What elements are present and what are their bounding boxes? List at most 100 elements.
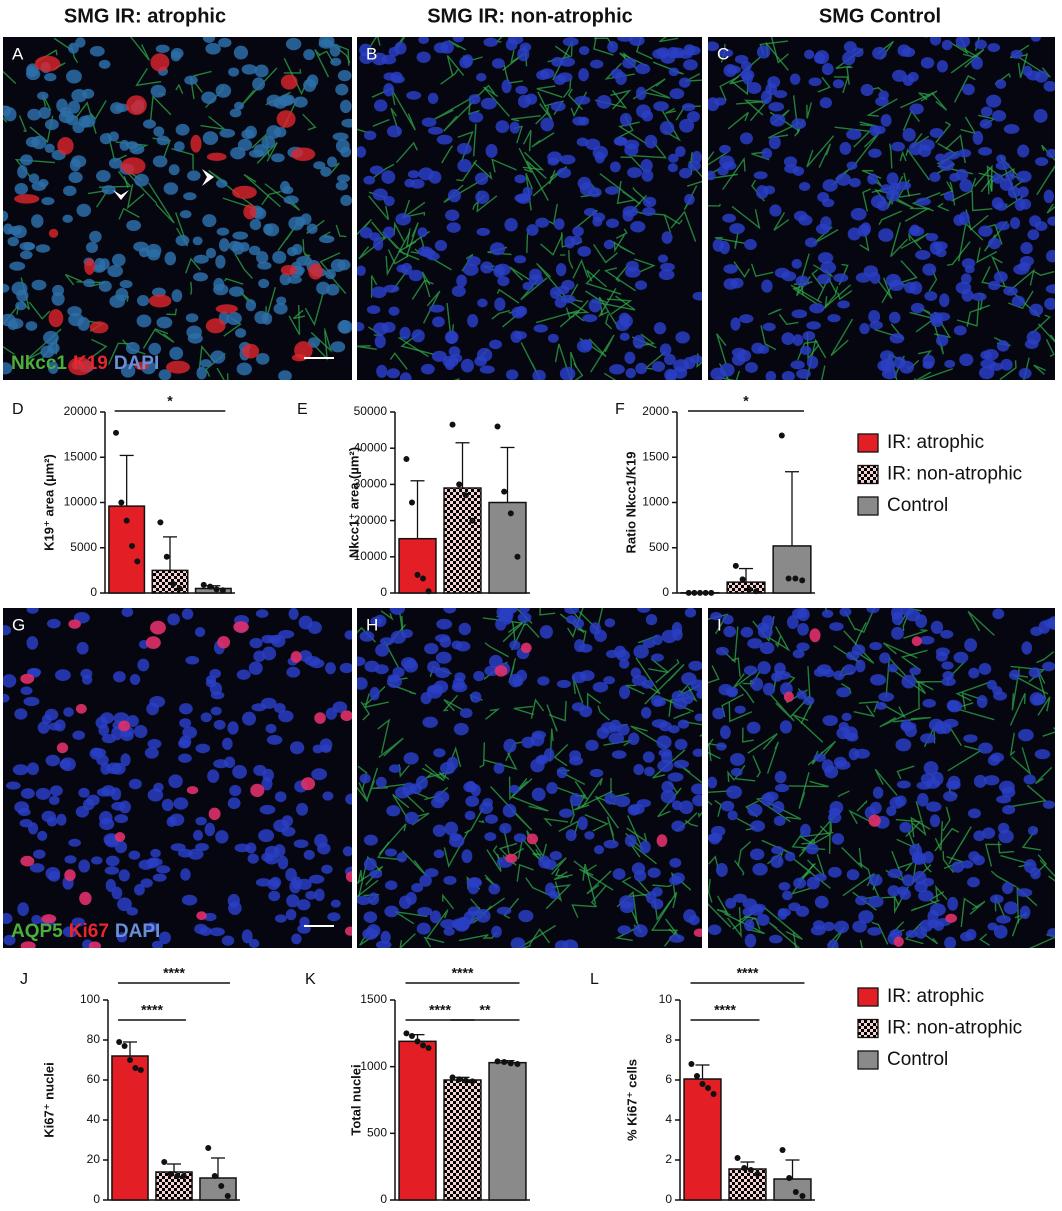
membrane — [615, 228, 628, 239]
nucleus — [359, 773, 371, 784]
nucleus — [146, 922, 158, 933]
nucleus — [105, 855, 120, 867]
arrowhead — [202, 169, 214, 186]
nucleus — [203, 912, 217, 922]
k19-signal — [242, 343, 260, 359]
data-point — [408, 1033, 415, 1039]
membrane — [421, 271, 431, 298]
nucleus — [681, 103, 696, 112]
y-tick-label: 40000 — [354, 440, 388, 454]
nucleus — [517, 612, 532, 623]
nucleus — [715, 646, 729, 656]
y-tick-label: 6 — [665, 1072, 672, 1086]
k19-signal — [120, 157, 146, 175]
nucleus — [462, 263, 479, 276]
nucleus — [528, 274, 544, 286]
nucleus — [488, 654, 503, 669]
nucleus — [296, 802, 309, 816]
nucleus — [319, 234, 335, 244]
membrane — [806, 102, 813, 119]
membrane — [606, 816, 616, 844]
ki67-nucleus — [290, 650, 302, 663]
nucleus — [56, 813, 67, 826]
nucleus — [719, 363, 735, 377]
nucleus — [772, 801, 785, 814]
nucleus — [33, 849, 46, 859]
membrane — [920, 931, 939, 945]
nucleus — [742, 907, 754, 917]
nucleus — [740, 626, 754, 638]
nucleus — [730, 767, 743, 777]
nucleus — [31, 914, 42, 925]
nucleus — [791, 309, 808, 319]
membrane — [582, 863, 597, 905]
ki67-nucleus — [520, 642, 532, 654]
nucleus — [213, 759, 229, 769]
nucleus — [451, 285, 466, 297]
nucleus — [869, 641, 883, 651]
nucleus — [875, 701, 887, 710]
data-point — [753, 588, 760, 595]
membrane — [913, 378, 916, 380]
membrane — [837, 790, 850, 798]
membrane — [899, 150, 907, 162]
nucleus — [744, 933, 757, 948]
nucleus — [610, 68, 623, 79]
membrane — [224, 277, 244, 285]
nucleus — [443, 608, 457, 614]
membrane — [637, 88, 671, 99]
nucleus — [68, 838, 82, 847]
data-point — [218, 1183, 225, 1189]
nucleus — [428, 170, 442, 184]
ki67-nucleus — [41, 914, 57, 924]
y-tick-label: 500 — [367, 1126, 387, 1140]
nucleus — [146, 243, 162, 258]
nucleus — [456, 916, 471, 931]
nucleus — [232, 231, 249, 240]
k19-signal — [308, 263, 323, 280]
legend-swatch — [857, 433, 879, 453]
nucleus — [248, 245, 261, 256]
bar — [111, 1055, 149, 1201]
nucleus — [823, 668, 835, 678]
membrane — [518, 147, 533, 174]
nucleus — [9, 261, 26, 271]
membrane — [616, 180, 635, 205]
membrane — [874, 768, 898, 796]
membrane — [984, 843, 1002, 867]
membrane — [598, 296, 620, 330]
nucleus — [375, 776, 387, 789]
nucleus — [288, 608, 299, 620]
nucleus — [184, 75, 198, 85]
membrane — [368, 195, 390, 221]
membrane — [551, 857, 567, 875]
membrane — [708, 151, 729, 166]
nucleus — [836, 687, 851, 698]
membrane — [904, 207, 931, 222]
chart-label: E — [297, 401, 308, 418]
nucleus — [363, 175, 376, 185]
data-point — [157, 519, 164, 526]
nucleus — [664, 368, 677, 380]
data-point — [170, 580, 177, 587]
nucleus — [727, 810, 738, 821]
nucleus — [502, 803, 517, 818]
nucleus — [915, 249, 931, 260]
membrane — [615, 265, 629, 283]
membrane — [853, 705, 876, 718]
nucleus — [582, 314, 598, 323]
membrane — [961, 691, 986, 710]
stain-label: Nkcc1 — [11, 353, 67, 374]
membrane — [833, 76, 849, 94]
nucleus — [827, 939, 839, 948]
membrane — [890, 222, 908, 257]
ki67-nucleus — [345, 871, 352, 883]
nucleus — [608, 732, 625, 744]
nucleus — [899, 821, 912, 833]
nucleus — [278, 629, 295, 639]
nucleus — [3, 674, 17, 688]
ki67-nucleus — [301, 777, 316, 791]
membrane — [442, 694, 459, 712]
nucleus — [668, 153, 679, 163]
